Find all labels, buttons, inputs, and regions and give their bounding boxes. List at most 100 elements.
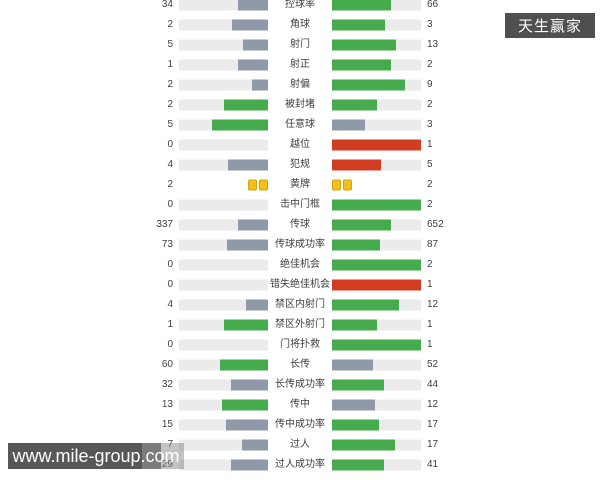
away-value: 1 (427, 279, 433, 290)
home-value: 1 (167, 319, 173, 330)
brand-badge: 天生赢家 (505, 13, 595, 38)
away-bar-track (332, 379, 421, 391)
home-bar-track (179, 259, 268, 271)
stat-label: 越位 (290, 139, 310, 150)
away-bar-fill (332, 259, 421, 271)
stat-row: 0 错失绝佳机会 1 (0, 275, 600, 295)
home-value: 1 (167, 59, 173, 70)
away-value: 652 (427, 219, 444, 230)
away-bar-fill (332, 219, 391, 231)
home-bar-track (179, 179, 268, 191)
home-value: 2 (167, 19, 173, 30)
home-bar-fill (231, 459, 268, 471)
stat-row: 1 射正 2 (0, 55, 600, 75)
home-bar-fill (245, 299, 268, 311)
away-bar-track (332, 39, 421, 51)
away-bar-track (332, 159, 421, 171)
home-bar-fill (223, 99, 268, 111)
stat-row: 32 长传成功率 44 (0, 375, 600, 395)
stat-label: 错失绝佳机会 (270, 279, 330, 290)
home-value: 5 (167, 39, 173, 50)
home-value: 2 (167, 179, 173, 190)
stat-label: 门将扑救 (280, 339, 320, 350)
home-value: 2 (167, 99, 173, 110)
away-bar-track (332, 239, 421, 251)
home-bar-fill (228, 159, 268, 171)
away-bar-track (332, 99, 421, 111)
home-bar-track (179, 459, 268, 471)
stat-row: 1 禁区外射门 1 (0, 315, 600, 335)
away-value: 52 (427, 359, 439, 370)
stat-label: 过人成功率 (275, 459, 325, 470)
home-value: 4 (167, 159, 173, 170)
away-bar-track (332, 199, 421, 211)
home-value: 0 (167, 279, 173, 290)
stat-row: 5 任意球 3 (0, 115, 600, 135)
yellow-card-icon (332, 179, 341, 191)
yellow-card-icon (343, 179, 352, 191)
home-bar-track (179, 219, 268, 231)
home-bar-fill (223, 319, 268, 331)
home-bar-fill (238, 59, 268, 71)
home-bar-track (179, 79, 268, 91)
away-value: 12 (427, 399, 439, 410)
away-bar-track (332, 399, 421, 411)
stat-label: 控球率 (285, 0, 315, 10)
away-value: 3 (427, 119, 433, 130)
home-bar-track (179, 279, 268, 291)
home-bar-track (179, 359, 268, 371)
home-bar-fill (227, 239, 268, 251)
home-value: 32 (161, 379, 173, 390)
away-value: 1 (427, 139, 433, 150)
home-bar-track (179, 399, 268, 411)
away-value: 2 (427, 199, 433, 210)
home-bar-track (179, 439, 268, 451)
home-value: 0 (167, 339, 173, 350)
away-bar-fill (332, 0, 391, 11)
away-value: 2 (427, 259, 433, 270)
stat-label: 射正 (290, 59, 310, 70)
home-bar-track (179, 0, 268, 11)
home-bar-track (179, 159, 268, 171)
away-bar-track (332, 19, 421, 31)
stat-row: 4 犯规 5 (0, 155, 600, 175)
away-bar-track (332, 219, 421, 231)
stat-label: 传中 (290, 399, 310, 410)
home-bar-track (179, 39, 268, 51)
away-bar-fill (332, 339, 421, 351)
away-bar-fill (332, 99, 377, 111)
stat-row: 337 传球 652 (0, 215, 600, 235)
home-bar-track (179, 419, 268, 431)
away-value: 3 (427, 19, 433, 30)
away-value: 87 (427, 239, 439, 250)
stat-row: 34 控球率 66 (0, 0, 600, 15)
away-bar-fill (332, 139, 421, 151)
home-value: 15 (161, 419, 173, 430)
stat-row: 5 射门 13 (0, 35, 600, 55)
away-bar-fill (332, 39, 397, 51)
away-bar-fill (332, 359, 374, 371)
watermark: www.mile-group.com (8, 443, 184, 469)
stat-label: 任意球 (285, 119, 315, 130)
home-cards (248, 179, 268, 191)
stat-row: 13 传中 12 (0, 395, 600, 415)
stat-label: 传球成功率 (275, 239, 325, 250)
away-bar-fill (332, 159, 382, 171)
away-bar-fill (332, 119, 366, 131)
away-value: 9 (427, 79, 433, 90)
stat-row: 15 传中成功率 17 (0, 415, 600, 435)
stat-row: 0 越位 1 (0, 135, 600, 155)
home-bar-fill (243, 39, 268, 51)
away-bar-track (332, 79, 421, 91)
home-bar-fill (221, 399, 268, 411)
away-value: 41 (427, 459, 439, 470)
yellow-card-icon (259, 179, 268, 191)
home-bar-fill (237, 219, 268, 231)
away-value: 2 (427, 99, 433, 110)
home-bar-track (179, 59, 268, 71)
home-bar-fill (242, 439, 268, 451)
away-bar-track (332, 139, 421, 151)
home-bar-track (179, 379, 268, 391)
